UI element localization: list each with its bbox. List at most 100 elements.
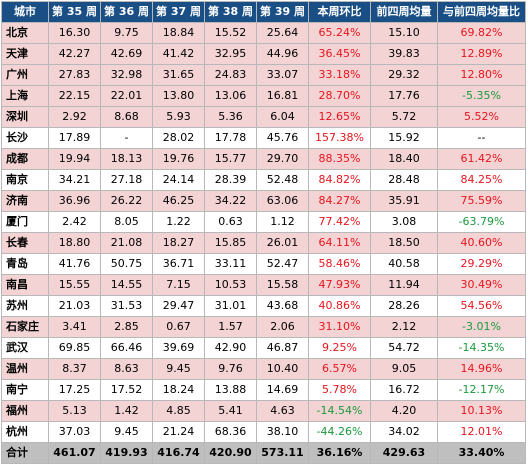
table-cell: 8.63 [100, 358, 153, 380]
table-cell: 6.57% [308, 358, 371, 380]
table-cell: 9.75 [100, 22, 153, 44]
table-cell: 2.85 [100, 316, 153, 338]
table-cell: 5.72 [370, 106, 438, 128]
table-row: 深圳 2.92 8.68 5.93 5.36 6.04 12.65% 5.72 5.52% [1, 106, 526, 128]
table-cell: 43.68 [256, 295, 309, 317]
table-cell: 34.21 [48, 169, 101, 191]
table-cell: 7.15 [152, 274, 205, 296]
table-cell: -- [437, 127, 526, 149]
table-cell: 31.53 [100, 295, 153, 317]
table-cell: 15.58 [256, 274, 309, 296]
table-cell: 84.25% [437, 169, 526, 191]
table-cell: 42.69 [100, 43, 153, 65]
table-cell: 19.94 [48, 148, 101, 170]
table-cell: 12.89% [437, 43, 526, 65]
table-cell: 28.39 [204, 169, 257, 191]
table-cell: 13.06 [204, 85, 257, 107]
header-week-37: 第 37 周 [152, 1, 205, 23]
table-cell: 15.52 [204, 22, 257, 44]
table-row: 温州 8.37 8.63 9.45 9.76 10.40 6.57% 9.05 14.96% [1, 358, 526, 380]
header-row: 城市 第 35 周 第 36 周 第 37 周 第 38 周 第 39 周 本周… [1, 1, 526, 23]
city-cell: 北京 [1, 22, 49, 44]
table-cell: 75.59% [437, 190, 526, 212]
city-cell: 南昌 [1, 274, 49, 296]
table-cell: 25.64 [256, 22, 309, 44]
total-cell: 573.11 [256, 442, 309, 464]
table-cell: -12.17% [437, 379, 526, 401]
table-cell: 29.70 [256, 148, 309, 170]
table-cell: 61.42% [437, 148, 526, 170]
table-cell: 41.42 [152, 43, 205, 65]
table-cell: 15.55 [48, 274, 101, 296]
table-cell: 9.76 [204, 358, 257, 380]
table-cell: 0.67 [152, 316, 205, 338]
table-cell: 26.22 [100, 190, 153, 212]
city-cell: 长沙 [1, 127, 49, 149]
table-row: 广州 27.83 32.98 31.65 24.83 33.07 33.18% 29.32 12… [1, 64, 526, 86]
table-cell: 12.65% [308, 106, 371, 128]
table-cell: 9.45 [100, 421, 153, 443]
city-cell: 长春 [1, 232, 49, 254]
table-cell: 24.14 [152, 169, 205, 191]
table-cell: 42.90 [204, 337, 257, 359]
table-row: 苏州 21.03 31.53 29.47 31.01 43.68 40.86% 28.26 54… [1, 295, 526, 317]
table-cell: 68.36 [204, 421, 257, 443]
table-cell: 18.84 [152, 22, 205, 44]
table-cell: 63.06 [256, 190, 309, 212]
table-cell: 32.95 [204, 43, 257, 65]
table-cell: 28.70% [308, 85, 371, 107]
table-row: 南宁 17.25 17.52 18.24 13.88 14.69 5.78% 16.72 -12… [1, 379, 526, 401]
table-cell: 18.24 [152, 379, 205, 401]
table-cell: 27.83 [48, 64, 101, 86]
table-cell: 18.27 [152, 232, 205, 254]
table-cell: 30.49% [437, 274, 526, 296]
table-cell: 14.96% [437, 358, 526, 380]
table-cell: -3.01% [437, 316, 526, 338]
city-cell: 上海 [1, 85, 49, 107]
table-cell: 27.18 [100, 169, 153, 191]
table-cell: 21.24 [152, 421, 205, 443]
table-cell: 46.25 [152, 190, 205, 212]
table-row: 成都 19.94 18.13 19.76 15.77 29.70 88.35% 18.40 61… [1, 148, 526, 170]
table-cell: 5.52% [437, 106, 526, 128]
table-cell: -44.26% [308, 421, 371, 443]
table-cell: 28.26 [370, 295, 438, 317]
table-cell: 17.52 [100, 379, 153, 401]
table-cell: 36.96 [48, 190, 101, 212]
table-cell: 1.57 [204, 316, 257, 338]
table-cell: -63.79% [437, 211, 526, 233]
table-cell: 18.80 [48, 232, 101, 254]
table-cell: 66.46 [100, 337, 153, 359]
table-row: 南昌 15.55 14.55 7.15 10.53 15.58 47.93% 11.94 30.… [1, 274, 526, 296]
table-cell: 157.38% [308, 127, 371, 149]
table-cell: 22.01 [100, 85, 153, 107]
table-cell: 41.76 [48, 253, 101, 275]
table-row: 济南 36.96 26.22 46.25 34.22 63.06 84.27% 35.91 75… [1, 190, 526, 212]
header-four-week-avg: 前四周均量 [370, 1, 438, 23]
table-cell: 19.76 [152, 148, 205, 170]
total-cell: 33.40% [437, 442, 526, 464]
table-cell: 12.80% [437, 64, 526, 86]
table-cell: 17.76 [370, 85, 438, 107]
table-cell: 9.05 [370, 358, 438, 380]
table-cell: 40.58 [370, 253, 438, 275]
total-cell: 420.90 [204, 442, 257, 464]
table-cell: 45.76 [256, 127, 309, 149]
table-cell: 3.41 [48, 316, 101, 338]
table-cell: 50.75 [100, 253, 153, 275]
table-cell: 33.11 [204, 253, 257, 275]
table-cell: 18.13 [100, 148, 153, 170]
table-cell: 46.87 [256, 337, 309, 359]
city-cell: 温州 [1, 358, 49, 380]
table-cell: 40.86% [308, 295, 371, 317]
table-cell: 1.42 [100, 400, 153, 422]
table-cell: 15.77 [204, 148, 257, 170]
table-row: 北京 16.30 9.75 18.84 15.52 25.64 65.24% 15.10 69.… [1, 22, 526, 44]
table-cell: 58.46% [308, 253, 371, 275]
total-cell: 416.74 [152, 442, 205, 464]
table-cell: 36.71 [152, 253, 205, 275]
table-cell: 52.47 [256, 253, 309, 275]
table-cell: 54.56% [437, 295, 526, 317]
city-cell: 青岛 [1, 253, 49, 275]
